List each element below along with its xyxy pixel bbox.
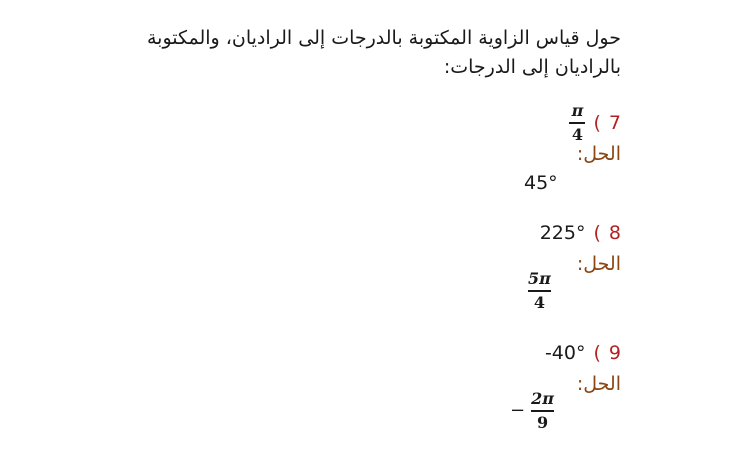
- problem-8-answer-numerator: 5π: [528, 269, 551, 288]
- problem-7-solution-label: الحل:: [576, 143, 621, 165]
- problem-7-question-fraction: π 4: [569, 101, 586, 144]
- problem-7-paren: ): [593, 112, 601, 134]
- fraction-bar: [528, 290, 551, 292]
- problem-8-question-line: 8 ) 225°: [371, 214, 621, 252]
- problem-7-question-numerator: π: [571, 101, 584, 121]
- problem-8-answer-denominator: 4: [533, 292, 545, 312]
- problem-7: 7 ) π 4 الحل:: [371, 101, 621, 166]
- fraction-bar: [569, 122, 586, 124]
- problem-7-question-denominator: 4: [571, 124, 584, 144]
- problem-8-question-text: 225°: [539, 222, 586, 244]
- problem-8-number: 8: [608, 222, 621, 244]
- problem-7-number: 7: [608, 112, 621, 134]
- problem-9-answer-numerator: 2π: [531, 389, 554, 408]
- fraction-bar: [531, 410, 554, 412]
- instruction-text: حول قياس الزاوية المكتوبة بالدرجات إلى ا…: [146, 27, 621, 78]
- problem-7-answer: 45°: [524, 170, 558, 196]
- problem-8: 8 ) 225° الحل:: [371, 214, 621, 276]
- problem-9-paren: ): [593, 342, 601, 364]
- problem-9-question-text: -40°: [544, 342, 586, 364]
- problem-8-paren: ): [593, 222, 601, 244]
- problem-9: 9 ) -40° الحل:: [371, 334, 621, 396]
- problem-9-answer-fraction: 2π 9: [531, 390, 554, 432]
- problem-8-answer: 5π 4: [528, 270, 551, 312]
- problem-9-answer: − 2π 9: [510, 390, 554, 432]
- problem-9-number: 9: [608, 342, 621, 364]
- problem-9-solution-label: الحل:: [576, 373, 621, 395]
- problem-8-answer-fraction: 5π 4: [528, 270, 551, 312]
- problem-7-answer-text: 45°: [524, 172, 558, 194]
- problem-9-answer-sign: −: [510, 400, 526, 422]
- problem-9-question-line: 9 ) -40°: [371, 334, 621, 372]
- problem-9-answer-denominator: 9: [536, 412, 549, 432]
- problem-8-solution-label: الحل:: [576, 253, 621, 275]
- problem-7-question-line: 7 ) π 4: [371, 101, 621, 144]
